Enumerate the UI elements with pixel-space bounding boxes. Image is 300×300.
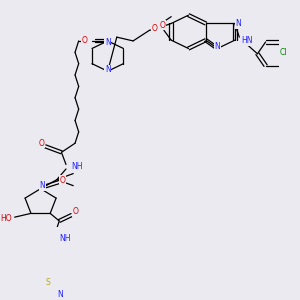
Text: O: O (73, 207, 79, 216)
Text: Cl: Cl (280, 48, 287, 57)
Text: HN: HN (241, 36, 253, 45)
Text: O: O (82, 36, 88, 45)
Text: F: F (299, 49, 300, 58)
Text: S: S (46, 278, 50, 287)
Text: HO: HO (0, 214, 11, 223)
Text: NH: NH (71, 162, 83, 171)
Text: NH: NH (59, 234, 71, 243)
Text: O: O (59, 176, 65, 185)
Text: N: N (236, 19, 241, 28)
Text: N: N (214, 42, 220, 51)
Text: N: N (40, 181, 45, 190)
Text: N: N (105, 38, 111, 47)
Text: N: N (105, 65, 111, 74)
Text: O: O (159, 20, 165, 29)
Text: O: O (152, 24, 158, 33)
Text: O: O (39, 139, 44, 148)
Text: N: N (58, 290, 63, 299)
